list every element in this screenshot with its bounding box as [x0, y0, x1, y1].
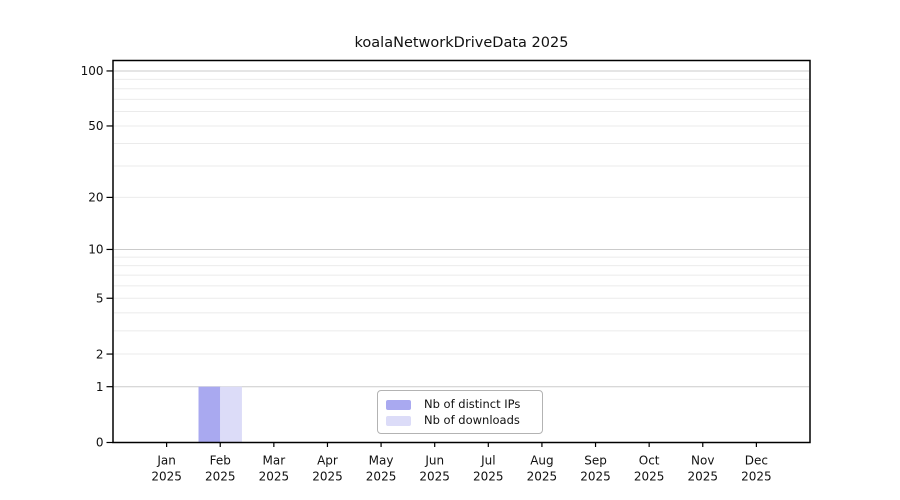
- legend-label: Nb of downloads: [424, 413, 520, 427]
- x-tick-label-year: 2025: [634, 470, 665, 484]
- bar: [198, 386, 221, 443]
- chart-title: koalaNetworkDriveData 2025: [354, 35, 569, 51]
- y-tick-label: 5: [96, 291, 104, 305]
- y-tick-label: 20: [88, 191, 103, 205]
- axes-spine: [112, 59, 811, 444]
- bar: [220, 386, 242, 443]
- x-tick-label-year: 2025: [151, 470, 182, 484]
- x-tick-label-month: Jun: [424, 454, 444, 468]
- y-tick-label: 100: [81, 64, 104, 78]
- legend-item: Nb of downloads: [386, 413, 534, 428]
- x-tick-label-year: 2025: [366, 470, 397, 484]
- x-tick-label-year: 2025: [687, 470, 718, 484]
- y-tick-label: 2: [96, 347, 104, 361]
- x-tick-label-month: Sep: [584, 454, 607, 468]
- y-tick-label: 10: [88, 243, 103, 257]
- x-tick-label-month: Nov: [691, 454, 714, 468]
- x-tick-label-year: 2025: [205, 470, 236, 484]
- y-tick-label: 50: [88, 119, 103, 133]
- x-tick-label-month: Feb: [210, 454, 231, 468]
- x-tick-label-month: Jan: [156, 454, 176, 468]
- x-tick-label-month: May: [369, 454, 394, 468]
- x-tick-label-year: 2025: [741, 470, 772, 484]
- y-tick-label: 1: [96, 380, 104, 394]
- legend-swatch: [386, 399, 411, 410]
- x-tick-label-month: Dec: [745, 454, 768, 468]
- x-tick-label-month: Oct: [639, 454, 660, 468]
- x-tick-label-year: 2025: [473, 470, 504, 484]
- legend: Nb of distinct IPs Nb of downloads: [377, 390, 543, 434]
- y-tick-label: 0: [96, 436, 104, 450]
- x-tick-label-year: 2025: [527, 470, 558, 484]
- x-tick-label-year: 2025: [312, 470, 343, 484]
- x-tick-label-month: Jul: [480, 454, 495, 468]
- legend-swatch: [386, 415, 411, 426]
- x-tick-label-month: Apr: [317, 454, 338, 468]
- x-tick-label-year: 2025: [419, 470, 450, 484]
- legend-label: Nb of distinct IPs: [424, 397, 521, 411]
- x-tick-label-year: 2025: [580, 470, 611, 484]
- x-tick-label-year: 2025: [259, 470, 290, 484]
- legend-item: Nb of distinct IPs: [386, 397, 534, 412]
- x-tick-label-month: Mar: [263, 454, 286, 468]
- x-tick-label-month: Aug: [530, 454, 553, 468]
